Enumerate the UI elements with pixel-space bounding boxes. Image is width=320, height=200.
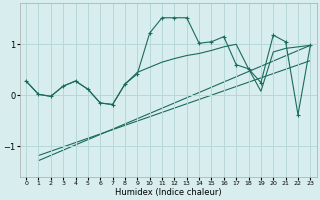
X-axis label: Humidex (Indice chaleur): Humidex (Indice chaleur)	[115, 188, 221, 197]
